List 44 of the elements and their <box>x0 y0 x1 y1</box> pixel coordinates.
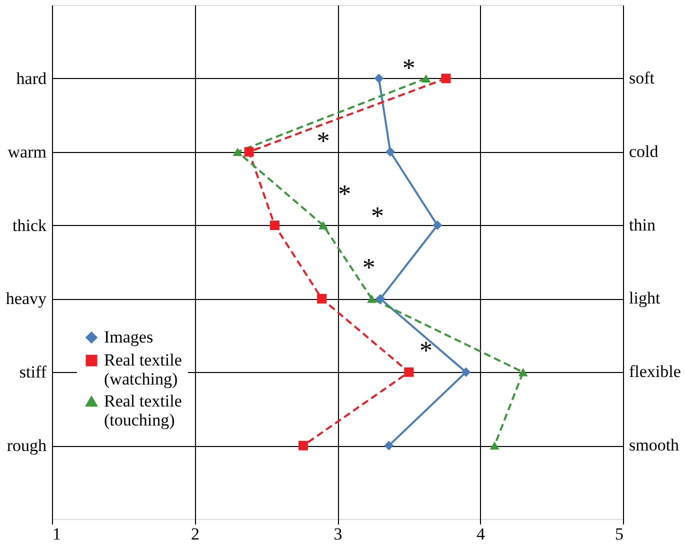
y-tick-label: rough <box>6 436 47 456</box>
y2-tick-label: soft <box>629 68 655 88</box>
annotation: * <box>316 126 330 156</box>
annotation: * <box>338 180 352 209</box>
point <box>421 74 431 83</box>
point <box>404 367 414 377</box>
point <box>298 440 308 450</box>
point <box>318 221 328 230</box>
point <box>376 294 386 304</box>
point <box>374 74 384 84</box>
x-tick-label: 4 <box>476 524 486 544</box>
y2-tick-label: cold <box>629 142 659 161</box>
point <box>232 148 242 156</box>
point <box>432 220 442 230</box>
annotation: * <box>420 336 433 365</box>
point <box>461 367 471 377</box>
point <box>317 294 327 304</box>
annotation: * <box>362 253 376 282</box>
point <box>270 220 280 230</box>
y2-tick-label: thin <box>629 215 656 234</box>
x-tick-label: 1 <box>52 524 61 544</box>
annotation: * <box>402 53 416 82</box>
y-tick-label: thick <box>12 216 47 235</box>
x-tick-label: 5 <box>615 524 624 544</box>
point <box>386 147 396 157</box>
legend-label: Images <box>104 328 154 346</box>
y2-tick-label: smooth <box>629 436 680 455</box>
point <box>490 441 500 450</box>
legend-label: Real textile (touching) <box>104 392 182 430</box>
y-tick-label: hard <box>16 68 47 88</box>
y-tick-label: stiff <box>19 362 47 382</box>
y-tick-label: warm <box>8 142 46 162</box>
x-tick-label: 3 <box>334 524 342 544</box>
annotation: * <box>370 202 384 231</box>
point <box>441 74 451 84</box>
point <box>518 368 528 376</box>
legend-label: Real textile (watching) <box>104 350 182 388</box>
point <box>244 147 254 157</box>
point <box>384 440 394 450</box>
y-tick-label: heavy <box>6 289 47 308</box>
y2-tick-label: flexible <box>629 362 681 382</box>
point <box>367 294 377 303</box>
y2-tick-label: light <box>629 288 660 308</box>
x-tick-label: 2 <box>191 524 200 544</box>
